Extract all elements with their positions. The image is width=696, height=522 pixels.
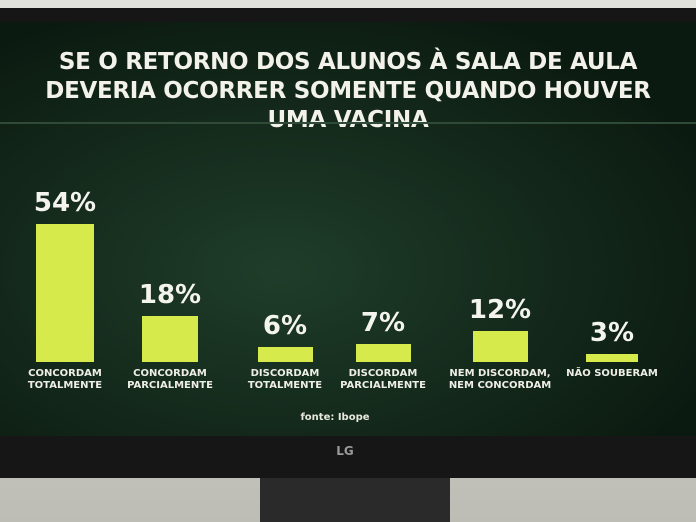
- chart-title: SE O RETORNO DOS ALUNOS À SALA DE AULA D…: [45, 49, 651, 133]
- bar: [355, 344, 411, 362]
- title-rule: [0, 122, 696, 124]
- x-tick-label: CONCORDAM TOTALMENTE: [27, 368, 103, 391]
- value-label: 6%: [262, 310, 308, 341]
- screen: SE O RETORNO DOS ALUNOS À SALA DE AULA D…: [0, 22, 696, 436]
- x-tick-label: NÃO SOUBERAM: [566, 368, 658, 379]
- bar: [142, 316, 198, 362]
- source: fonte: Ibope: [300, 412, 370, 423]
- x-tick-label: NEM DISCORDAM, NEM CONCORDAM: [448, 368, 552, 391]
- value-label: 12%: [468, 295, 532, 326]
- bar: [36, 224, 94, 362]
- x-tick-label: DISCORDAM TOTALMENTE: [247, 368, 323, 391]
- tv: SE O RETORNO DOS ALUNOS À SALA DE AULA D…: [0, 8, 696, 478]
- value-label: 7%: [360, 308, 406, 339]
- x-tick-label: DISCORDAM PARCIALMENTE: [340, 368, 426, 391]
- x-tick-label: CONCORDAM PARCIALMENTE: [127, 368, 213, 391]
- bar: [472, 331, 528, 362]
- tv-stand: [260, 478, 450, 522]
- bar: [257, 346, 313, 362]
- value-label: 3%: [589, 318, 635, 349]
- value-label: 18%: [138, 280, 202, 311]
- brand-logo: LG: [336, 444, 354, 458]
- value-label: 54%: [33, 188, 97, 219]
- bar: [586, 354, 638, 362]
